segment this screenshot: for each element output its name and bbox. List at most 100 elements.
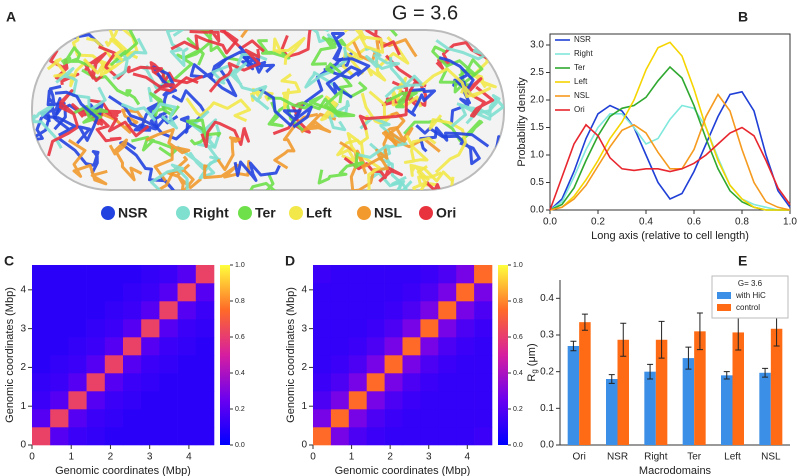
- error-bar: [723, 371, 730, 380]
- chromosome-trace: [403, 134, 437, 164]
- heatmap-cell: [50, 301, 69, 320]
- heatmap-cell: [141, 319, 160, 338]
- heatmap-cell: [366, 301, 385, 320]
- chromosome-trace: [302, 30, 343, 51]
- error-bar: [658, 320, 665, 359]
- heatmap-cell: [159, 355, 178, 374]
- heatmap-cell: [86, 265, 106, 284]
- heatmap-cell: [104, 409, 124, 428]
- heatmap-cell: [474, 409, 493, 428]
- y-tick-label: 0.2: [540, 366, 554, 377]
- heatmap-cell: [438, 301, 457, 320]
- chromosome-trace: [230, 62, 270, 111]
- heatmap-cell: [402, 391, 421, 410]
- y-tick-label: 3: [20, 323, 26, 334]
- chromosome-trace: [184, 30, 240, 62]
- heatmap-cell: [313, 427, 332, 446]
- x-tick-label: Ori: [572, 452, 585, 463]
- x-tick-label: 4: [186, 452, 192, 463]
- heatmap-cell: [313, 337, 332, 356]
- bar: [732, 332, 744, 445]
- y-axis-label: Probability density: [516, 77, 528, 167]
- heatmap-cell: [438, 283, 457, 302]
- heatmap-cell: [402, 301, 421, 320]
- legend-marker: [289, 206, 303, 220]
- heatmap-cell: [438, 337, 457, 356]
- colorbar-tick-label: 0.6: [513, 334, 523, 341]
- heatmap-cell: [366, 409, 385, 428]
- heatmap-cell: [456, 301, 475, 320]
- error-bar: [685, 346, 692, 370]
- legend-label: with HiC: [735, 291, 766, 300]
- heatmap-cell: [313, 373, 332, 392]
- heatmap-cell: [384, 373, 403, 392]
- heatmap-cell: [104, 391, 124, 410]
- x-tick-label: 1: [349, 452, 355, 463]
- heatmap-cell: [366, 355, 385, 374]
- heatmap-cell: [402, 409, 421, 428]
- heatmap-cell: [32, 373, 51, 392]
- chromosome-trace: [257, 87, 313, 129]
- y-tick-label: 2.5: [530, 67, 544, 78]
- heatmap-cell: [50, 265, 69, 284]
- heatmap-cell: [50, 391, 69, 410]
- heatmap-cell: [348, 265, 367, 284]
- density-line: [549, 93, 791, 211]
- heatmap-cell: [123, 391, 142, 410]
- heatmap-cell: [68, 391, 87, 410]
- heatmap-cell: [68, 373, 87, 392]
- chromosome-trace: [104, 30, 124, 62]
- x-tick-label: 0.8: [735, 217, 749, 228]
- heatmap-cell: [474, 373, 493, 392]
- heatmap-cell: [86, 301, 106, 320]
- heatmap-cell: [195, 427, 215, 446]
- heatmap-cell: [104, 355, 124, 374]
- bar: [759, 372, 771, 445]
- heatmap-cell: [366, 337, 385, 356]
- y-tick-label: 2: [20, 362, 26, 373]
- heatmap-cell: [104, 301, 124, 320]
- error-bar: [762, 367, 769, 378]
- y-tick-label: 3: [301, 323, 307, 334]
- heatmap-cell: [438, 373, 457, 392]
- error-bar: [647, 363, 654, 380]
- heatmap-cell: [68, 283, 87, 302]
- bar: [655, 339, 668, 445]
- density-line: [549, 90, 791, 211]
- y-tick-label: 3.0: [530, 40, 544, 51]
- heatmap-cell: [366, 373, 385, 392]
- chromosome-trace: [32, 30, 62, 56]
- heatmap-cell: [330, 283, 350, 302]
- heatmap-cell: [104, 337, 124, 356]
- heatmap-cell: [348, 355, 367, 374]
- heatmap-cell: [68, 355, 87, 374]
- density-line: [549, 104, 790, 211]
- heatmap-cell: [384, 301, 403, 320]
- heatmap-cell: [50, 355, 69, 374]
- colorbar-tick-label: 0.8: [235, 298, 245, 305]
- x-tick-label: 1: [68, 452, 74, 463]
- heatmap-cell: [330, 409, 350, 428]
- heatmap-cell: [420, 319, 439, 338]
- y-tick-label: 0.5: [530, 177, 544, 188]
- heatmap-cell: [159, 265, 178, 284]
- y-tick-label: 1: [301, 401, 307, 412]
- chromosome-trace: [132, 72, 199, 94]
- heatmap-cell: [123, 409, 142, 428]
- x-tick-label: NSL: [761, 452, 781, 463]
- heatmap-cell: [50, 409, 69, 428]
- error-bar: [608, 374, 615, 384]
- y-tick-label: 2.0: [530, 95, 544, 106]
- chromosome-trace: [32, 103, 63, 149]
- heatmap-cell: [159, 319, 178, 338]
- chromosome-trace: [304, 46, 349, 95]
- heatmap-cell: [177, 301, 197, 320]
- heatmap-cell: [313, 319, 332, 338]
- heatmap-cell: [420, 283, 439, 302]
- heatmap-cell: [313, 409, 332, 428]
- chromosome-trace: [189, 56, 238, 98]
- legend-label: Ori: [574, 105, 585, 114]
- heatmap-cell: [438, 265, 457, 284]
- chromosome-trace: [325, 65, 362, 99]
- colorbar-tick-label: 0.4: [513, 370, 523, 377]
